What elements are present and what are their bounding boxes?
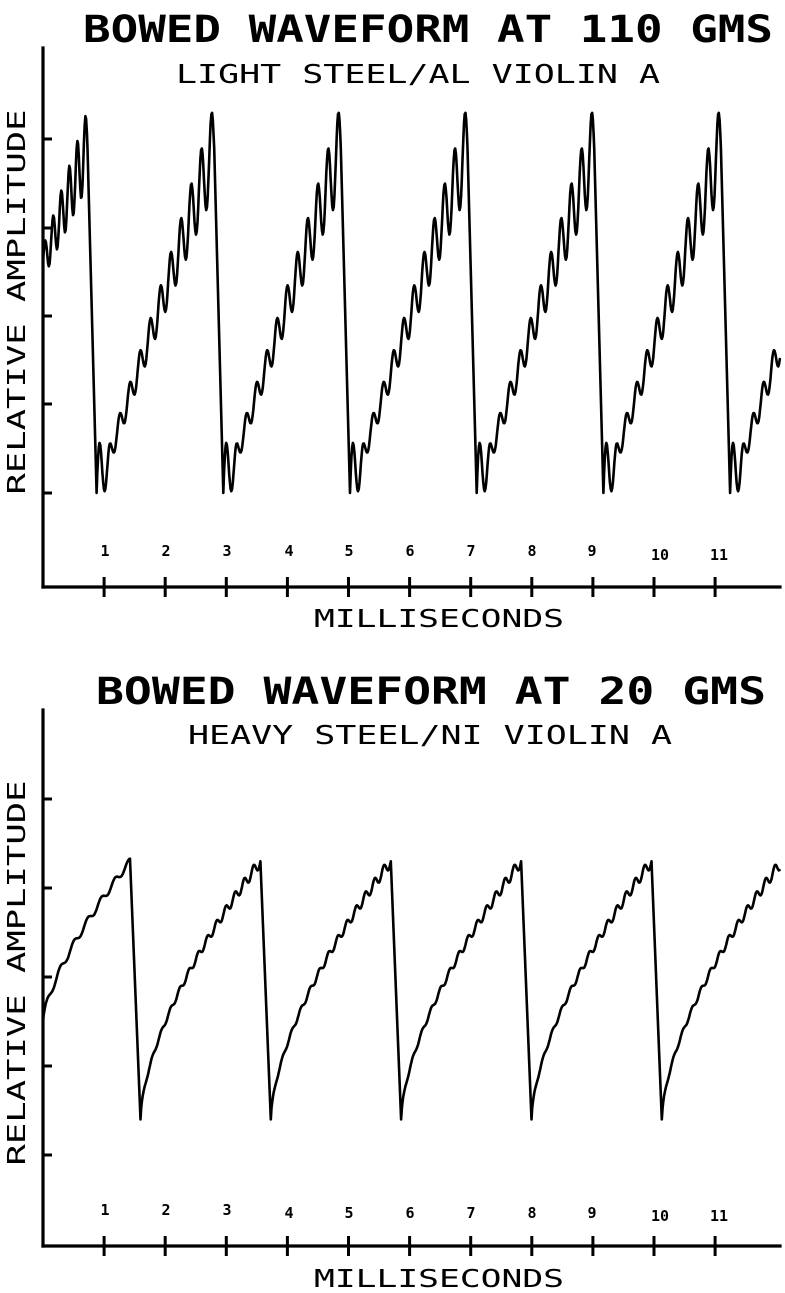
x-tick-label: 7 [466,1204,475,1222]
x-tick-label: 5 [344,1204,353,1222]
y-axis-label: RELATIVE AMPLITUDE [2,781,31,1166]
x-tick-label: 8 [527,1204,536,1222]
x-tick-label: 10 [651,546,669,564]
x-tick-label: 3 [222,542,231,560]
x-tick-label: 9 [587,542,596,560]
chart-title: BOWED WAVEFORM AT 110 GMS [83,8,773,51]
x-tick-label: 4 [284,1204,293,1222]
waveform-line [41,857,781,1121]
y-axis-label: RELATIVE AMPLITUDE [2,110,31,495]
x-ticks [102,1236,717,1256]
waveform-line [41,111,782,495]
x-tick-label: 8 [527,542,536,560]
x-tick-label: 7 [466,542,475,560]
x-axis-label: MILLISECONDS [314,604,564,633]
x-tick-label: 1 [100,542,109,560]
chart-title: BOWED WAVEFORM AT 20 GMS [96,670,766,713]
x-tick-label: 10 [651,1207,669,1225]
x-tick-label: 1 [100,1201,109,1219]
x-tick-label: 5 [344,542,353,560]
x-tick-label: 6 [405,1204,414,1222]
x-tick-label: 6 [405,542,414,560]
x-tick-label: 9 [587,1204,596,1222]
chart-subtitle: LIGHT STEEL/AL VIOLIN A [176,60,660,90]
chart-110gms: BOWED WAVEFORM AT 110 GMS LIGHT STEEL/AL… [2,8,782,633]
x-tick-label: 4 [284,542,293,560]
x-tick-label: 11 [710,546,728,564]
y-ticks [43,797,52,1157]
y-ticks [43,137,52,495]
chart-20gms: BOWED WAVEFORM AT 20 GMS HEAVY STEEL/NI … [2,670,782,1293]
x-tick-label: 3 [222,1201,231,1219]
x-tick-label: 2 [161,542,170,560]
chart-subtitle: HEAVY STEEL/NI VIOLIN A [188,721,672,751]
x-ticks [102,577,717,597]
x-axis-label: MILLISECONDS [314,1264,564,1293]
x-tick-label: 11 [710,1207,728,1225]
x-tick-label: 2 [161,1201,170,1219]
